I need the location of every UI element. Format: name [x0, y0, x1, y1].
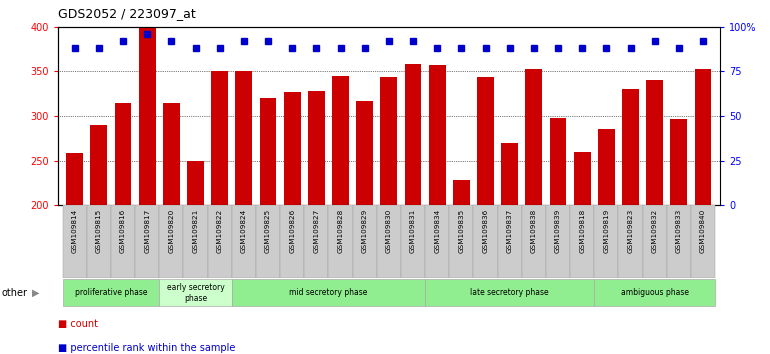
- Bar: [159, 205, 183, 278]
- Text: GSM109838: GSM109838: [531, 209, 537, 253]
- Bar: [501, 143, 518, 205]
- Bar: [594, 279, 715, 307]
- Bar: [622, 89, 639, 205]
- Text: GSM109818: GSM109818: [579, 209, 585, 253]
- Bar: [115, 103, 132, 205]
- Bar: [232, 279, 425, 307]
- Bar: [522, 205, 546, 278]
- Bar: [474, 205, 497, 278]
- Text: GSM109840: GSM109840: [700, 209, 706, 253]
- Text: late secretory phase: late secretory phase: [470, 289, 549, 297]
- Bar: [159, 279, 232, 307]
- Bar: [377, 205, 401, 278]
- Text: GSM109828: GSM109828: [337, 209, 343, 253]
- Bar: [90, 125, 107, 205]
- Bar: [570, 205, 594, 278]
- Bar: [546, 205, 570, 278]
- Text: proliferative phase: proliferative phase: [75, 289, 147, 297]
- Bar: [525, 69, 542, 205]
- Text: GSM109831: GSM109831: [410, 209, 416, 253]
- Text: GSM109824: GSM109824: [241, 209, 247, 253]
- Text: GSM109817: GSM109817: [144, 209, 150, 253]
- Bar: [453, 180, 470, 205]
- Text: GSM109836: GSM109836: [483, 209, 488, 253]
- Bar: [667, 205, 691, 278]
- Bar: [62, 279, 159, 307]
- Bar: [497, 205, 522, 278]
- Text: GSM109822: GSM109822: [216, 209, 223, 253]
- Text: GSM109819: GSM109819: [604, 209, 609, 253]
- Text: GSM109821: GSM109821: [192, 209, 199, 253]
- Text: ■ percentile rank within the sample: ■ percentile rank within the sample: [58, 343, 235, 353]
- Text: GSM109832: GSM109832: [651, 209, 658, 253]
- Text: GSM109823: GSM109823: [628, 209, 634, 253]
- Bar: [671, 119, 688, 205]
- Text: GSM109839: GSM109839: [555, 209, 561, 253]
- Bar: [695, 69, 711, 205]
- Bar: [425, 279, 594, 307]
- Text: GSM109826: GSM109826: [290, 209, 295, 253]
- Bar: [259, 98, 276, 205]
- Bar: [646, 80, 663, 205]
- Text: early secretory
phase: early secretory phase: [166, 283, 224, 303]
- Bar: [449, 205, 474, 278]
- Bar: [332, 76, 349, 205]
- Bar: [163, 103, 180, 205]
- Bar: [211, 71, 228, 205]
- Bar: [232, 205, 256, 278]
- Bar: [139, 27, 156, 205]
- Bar: [618, 205, 643, 278]
- Bar: [183, 205, 208, 278]
- Text: mid secretory phase: mid secretory phase: [290, 289, 367, 297]
- Bar: [135, 205, 159, 278]
- Bar: [598, 129, 614, 205]
- Bar: [574, 152, 591, 205]
- Text: GSM109814: GSM109814: [72, 209, 78, 253]
- Bar: [357, 101, 373, 205]
- Text: ▶: ▶: [32, 288, 40, 298]
- Text: GSM109833: GSM109833: [676, 209, 682, 253]
- Text: GSM109829: GSM109829: [362, 209, 368, 253]
- Bar: [304, 205, 329, 278]
- Text: GDS2052 / 223097_at: GDS2052 / 223097_at: [58, 7, 196, 20]
- Bar: [87, 205, 111, 278]
- Bar: [236, 71, 253, 205]
- Bar: [550, 118, 567, 205]
- Bar: [353, 205, 377, 278]
- Text: GSM109827: GSM109827: [313, 209, 320, 253]
- Text: GSM109815: GSM109815: [95, 209, 102, 253]
- Bar: [256, 205, 280, 278]
- Bar: [594, 205, 618, 278]
- Text: GSM109816: GSM109816: [120, 209, 126, 253]
- Bar: [280, 205, 304, 278]
- Text: GSM109830: GSM109830: [386, 209, 392, 253]
- Text: GSM109835: GSM109835: [458, 209, 464, 253]
- Bar: [283, 92, 300, 205]
- Text: GSM109834: GSM109834: [434, 209, 440, 253]
- Bar: [208, 205, 232, 278]
- Bar: [404, 64, 421, 205]
- Bar: [425, 205, 449, 278]
- Text: GSM109825: GSM109825: [265, 209, 271, 253]
- Bar: [66, 154, 83, 205]
- Text: other: other: [2, 288, 28, 298]
- Bar: [187, 161, 204, 205]
- Text: ■ count: ■ count: [58, 319, 98, 329]
- Bar: [111, 205, 135, 278]
- Bar: [477, 78, 494, 205]
- Bar: [691, 205, 715, 278]
- Bar: [380, 76, 397, 205]
- Bar: [329, 205, 353, 278]
- Bar: [62, 205, 87, 278]
- Text: ambiguous phase: ambiguous phase: [621, 289, 688, 297]
- Text: GSM109820: GSM109820: [169, 209, 174, 253]
- Bar: [643, 205, 667, 278]
- Bar: [308, 91, 325, 205]
- Text: GSM109837: GSM109837: [507, 209, 513, 253]
- Bar: [429, 65, 446, 205]
- Bar: [401, 205, 425, 278]
